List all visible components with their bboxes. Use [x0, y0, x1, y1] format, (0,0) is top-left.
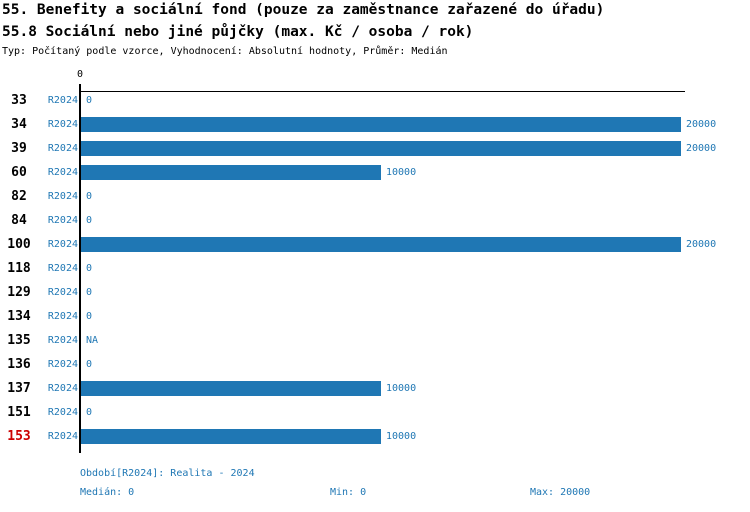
chart-row: 39 R2024 20000 [0, 137, 750, 161]
value-label: 0 [86, 287, 93, 298]
category-label: 136 [7, 357, 31, 372]
axis-top-line [80, 91, 685, 92]
chart-row: 136 R2024 0 [0, 353, 750, 377]
value-label: 20000 [686, 143, 717, 154]
series-label: R2024 [47, 263, 78, 274]
chart-row: 34 R2024 20000 [0, 113, 750, 137]
category-label: 84 [11, 213, 27, 228]
category-label: 39 [11, 141, 27, 156]
footer-max-stat: Max: 20000 [530, 487, 591, 498]
footer-period-label: Období[R2024]: Realita - 2024 [80, 468, 255, 479]
series-label: R2024 [47, 359, 78, 370]
series-label: R2024 [47, 167, 78, 178]
chart-row: 33 R2024 0 [0, 89, 750, 113]
series-label: R2024 [47, 215, 78, 226]
axis-zero-line [79, 84, 81, 453]
bar [81, 165, 381, 180]
chart-row: 151 R2024 0 [0, 401, 750, 425]
chart-row: 100 R2024 20000 [0, 233, 750, 257]
value-label: 0 [86, 359, 93, 370]
value-label: 0 [86, 263, 93, 274]
chart-row: 137 R2024 10000 [0, 377, 750, 401]
chart-row: 118 R2024 0 [0, 257, 750, 281]
footer-min-stat: Min: 0 [330, 487, 367, 498]
category-label: 33 [11, 93, 27, 108]
bar [81, 429, 381, 444]
chart-row: 134 R2024 0 [0, 305, 750, 329]
value-label: 0 [86, 215, 93, 226]
series-label: R2024 [47, 143, 78, 154]
category-label: 34 [11, 117, 27, 132]
category-label: 82 [11, 189, 27, 204]
chart-meta: Typ: Počítaný podle vzorce, Vyhodnocení:… [2, 46, 448, 57]
category-label: 151 [7, 405, 31, 420]
series-label: R2024 [47, 191, 78, 202]
series-label: R2024 [47, 335, 78, 346]
category-label: 60 [11, 165, 27, 180]
bar [81, 237, 681, 252]
value-label: 10000 [386, 431, 417, 442]
bar [81, 117, 681, 132]
category-label: 100 [7, 237, 31, 252]
value-label: 0 [86, 191, 93, 202]
category-label: 118 [7, 261, 31, 276]
chart-subtitle: 55.8 Sociální nebo jiné půjčky (max. Kč … [2, 24, 474, 40]
series-label: R2024 [47, 95, 78, 106]
value-label: 0 [86, 311, 93, 322]
chart-row: 129 R2024 0 [0, 281, 750, 305]
series-label: R2024 [47, 407, 78, 418]
bar [81, 141, 681, 156]
chart-row: 60 R2024 10000 [0, 161, 750, 185]
value-label: NA [86, 335, 99, 346]
chart-row: 135 R2024 NA [0, 329, 750, 353]
axis-tick-label-zero: 0 [76, 69, 84, 80]
series-label: R2024 [47, 287, 78, 298]
series-label: R2024 [47, 383, 78, 394]
series-label: R2024 [47, 311, 78, 322]
bar-chart: 33 R2024 0 34 R2024 20000 39 R2024 20000 60 R2024 1… [0, 89, 750, 449]
chart-title: 55. Benefity a sociální fond (pouze za z… [2, 2, 605, 18]
bar [81, 381, 381, 396]
chart-row: 84 R2024 0 [0, 209, 750, 233]
category-label: 135 [7, 333, 31, 348]
value-label: 20000 [686, 239, 717, 250]
value-label: 10000 [386, 383, 417, 394]
series-label: R2024 [47, 239, 78, 250]
footer-median-stat: Medián: 0 [80, 487, 135, 498]
chart-row: 153 R2024 10000 [0, 425, 750, 449]
category-label: 134 [7, 309, 31, 324]
series-label: R2024 [47, 119, 78, 130]
chart-row: 82 R2024 0 [0, 185, 750, 209]
category-label: 137 [7, 381, 31, 396]
series-label: R2024 [47, 431, 78, 442]
value-label: 0 [86, 407, 93, 418]
value-label: 0 [86, 95, 93, 106]
category-label: 129 [7, 285, 31, 300]
value-label: 20000 [686, 119, 717, 130]
value-label: 10000 [386, 167, 417, 178]
category-label: 153 [7, 429, 31, 444]
